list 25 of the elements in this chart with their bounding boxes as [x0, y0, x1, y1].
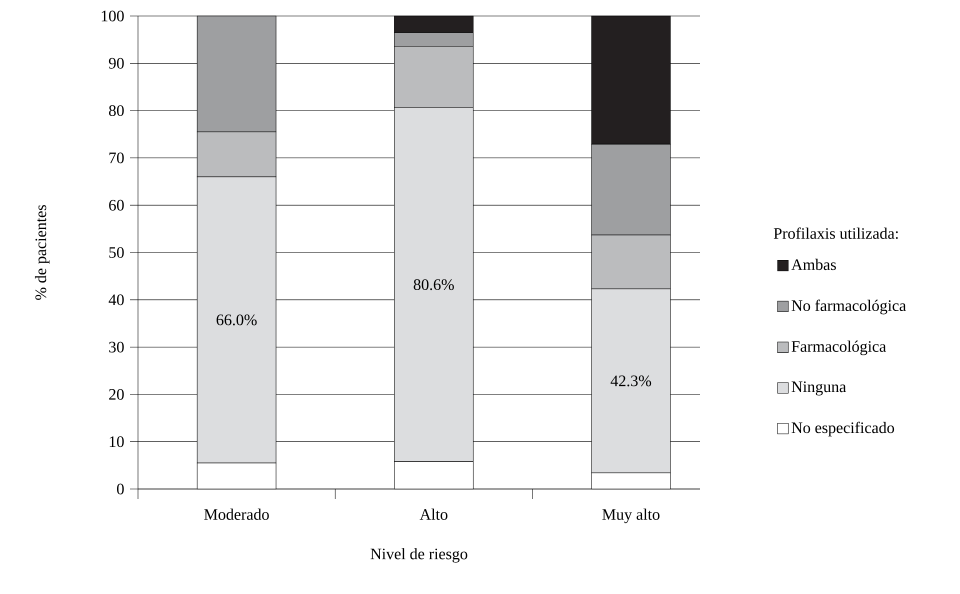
legend-label: Ambas — [791, 258, 836, 270]
legend-label: Ninguna — [792, 381, 846, 396]
annotation: 66.0% — [216, 314, 257, 326]
x-tick-label: Moderado — [204, 508, 269, 520]
legend-label: No farmacológica — [792, 300, 906, 314]
y-tick-label: 30 — [109, 342, 124, 353]
y-tick-label: 20 — [109, 388, 124, 400]
y-tick-label: 40 — [108, 294, 124, 306]
y-tick-label: 70 — [109, 152, 124, 164]
y-tick-label: 90 — [108, 58, 124, 69]
annotation: 80.6% — [414, 279, 454, 290]
x-tick-label: Muy alto — [602, 508, 660, 524]
y-tick-label: 100 — [102, 10, 124, 22]
y-tick-label: 50 — [109, 247, 124, 258]
y-tick-label: 0 — [117, 484, 124, 494]
annotation: 42.3% — [610, 375, 652, 386]
legend-label: No especificado — [792, 422, 894, 436]
y-tick-label: 80 — [109, 105, 124, 116]
legend-title: Profilaxis utilizada: — [774, 227, 898, 239]
x-tick-label: Alto — [420, 508, 448, 520]
y-tick-label: 60 — [109, 200, 124, 211]
x-axis-title: Nivel de riesgo — [370, 548, 468, 563]
y-tick-label: 10 — [110, 436, 124, 448]
legend-label: Farmacológica — [792, 340, 886, 356]
y-axis-title: % de pacientes — [34, 205, 50, 300]
